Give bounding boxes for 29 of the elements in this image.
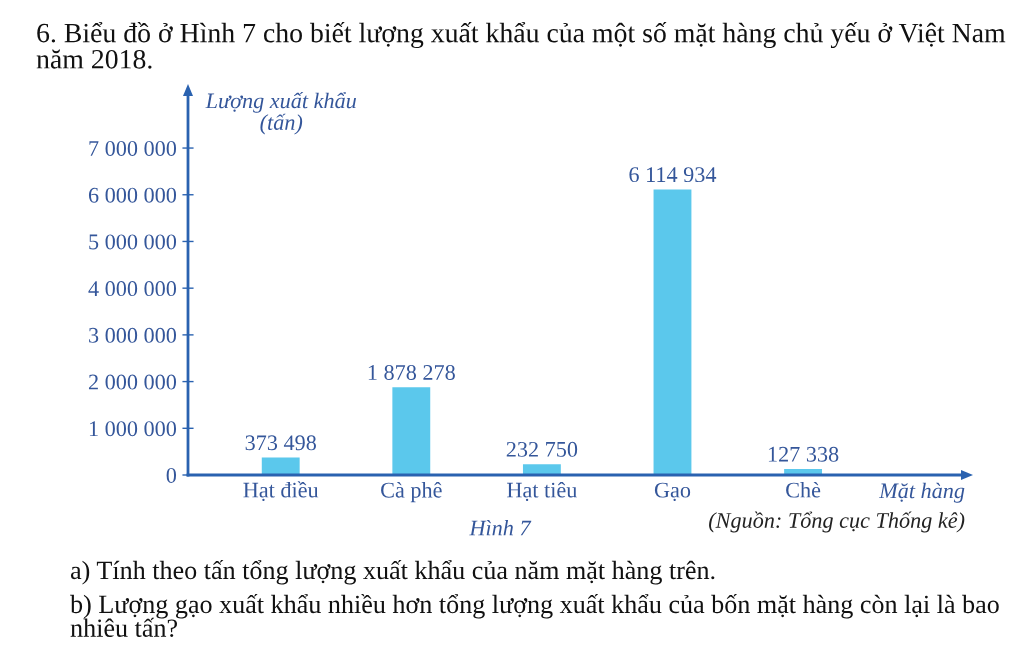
y-tick-label: 5 000 000 (89, 234, 177, 250)
data-label: 232 750 (506, 441, 578, 457)
bar (522, 464, 561, 475)
y-axis-title: Lượng xuất khẩu (tấn) (205, 92, 356, 135)
x-tick-label: Chè (786, 481, 821, 498)
y-tick-label: 6 000 000 (88, 187, 177, 203)
bar (653, 189, 692, 475)
x-tick-label: Cà phê (381, 481, 442, 503)
y-tick-label: 0 (166, 467, 177, 483)
chart-title: 6. Biểu đồ ở Hình 7 cho biết lượng xuất khẩu của một số mặt hàng chủ yếu ở Việt Nam năm 2018. (36, 22, 1006, 69)
text: Hình 7 (469, 519, 532, 536)
x-tick-label: Hạt tiêu (507, 481, 577, 502)
y-tick-label: 3 000 000 (89, 327, 177, 343)
data-label: 6 114 934 (629, 167, 717, 183)
y-tick-label: 2 000 000 (88, 374, 177, 390)
data-label: 127 338 (768, 446, 839, 462)
y-tick-label: 4 000 000 (88, 281, 177, 297)
bar (261, 457, 300, 475)
x-axis-title: Mặt hàng (878, 482, 965, 503)
y-tick-label: 1 000 000 (89, 421, 177, 437)
y-tick-label: 7 000 000 (89, 140, 177, 156)
data-label: 373 498 (245, 435, 316, 451)
x-tick-label: Hạt điều (243, 481, 319, 502)
text: (Nguồn: Tổng cục Thống kê) (709, 511, 965, 533)
x-tick-label: Gạo (654, 482, 691, 502)
text: b) Lượng gạo xuất khẩu nhiều hơn tổng lượng xuất khẩu của bốn mặt hàng còn lại là bao nhiêu tấn? (70, 594, 999, 638)
data-label: 1 878 278 (368, 364, 455, 380)
bar (392, 387, 431, 475)
text: a) Tính theo tấn tổng lượng xuất khẩu của năm mặt hàng trên. (70, 560, 715, 585)
